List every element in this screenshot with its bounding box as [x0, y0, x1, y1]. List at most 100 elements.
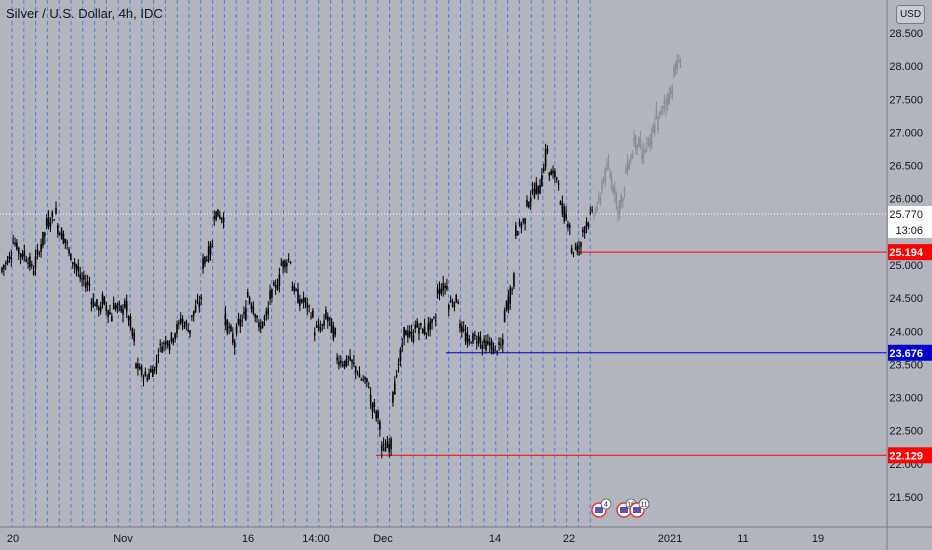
price-labels: 25.770 13:06 25.194 23.676 22.129 — [888, 205, 932, 464]
candle-body — [345, 358, 348, 367]
candle-body — [347, 357, 350, 359]
candle-body — [397, 363, 400, 366]
candle-body — [144, 371, 147, 377]
economic-event-flag-icon[interactable]: 11 — [629, 498, 650, 518]
candle-body — [161, 346, 163, 353]
candle-body — [109, 311, 111, 315]
economic-event-flag-icon[interactable]: 16 — [616, 498, 637, 518]
projection-body — [668, 93, 670, 105]
candle-body — [408, 331, 411, 337]
projection-body — [657, 116, 659, 130]
candle-body — [330, 318, 333, 333]
candle-body — [192, 310, 195, 316]
candle-body — [183, 324, 186, 328]
time-tick-label: Dec — [373, 533, 393, 545]
candle-body — [410, 332, 413, 334]
candle-body — [472, 333, 474, 343]
candle-body — [259, 326, 262, 329]
currency-button[interactable]: USD — [896, 5, 925, 24]
candle-body — [62, 233, 65, 244]
projection-body — [676, 61, 678, 70]
candle-body — [567, 223, 569, 228]
candle-body — [98, 307, 100, 311]
candle-body — [548, 172, 551, 176]
candle-body — [500, 344, 502, 346]
candle-body — [280, 263, 283, 266]
candle-body — [524, 218, 526, 224]
candle-body — [427, 323, 430, 332]
price-tick-label: 25.000 — [889, 260, 923, 272]
candle-body — [433, 317, 435, 319]
candle-body — [535, 182, 538, 194]
candle-body — [479, 336, 482, 342]
candle-body — [246, 291, 249, 297]
candle-body — [155, 362, 158, 368]
candle-body — [557, 183, 560, 185]
candle-body — [351, 359, 353, 363]
candle-body — [265, 310, 268, 316]
economic-event-flag-icon[interactable]: 4 — [591, 498, 612, 518]
candle-body — [464, 332, 467, 342]
projection-body — [617, 210, 619, 215]
candle-body — [235, 325, 238, 334]
plot-area[interactable] — [0, 0, 887, 527]
countdown-value: 13:06 — [895, 225, 923, 237]
candle-body — [461, 326, 463, 332]
candle-body — [269, 290, 271, 300]
svg-text:25.194: 25.194 — [889, 247, 924, 259]
candle-body — [295, 289, 297, 291]
candle-body — [122, 308, 124, 315]
price-tick-label: 24.500 — [889, 293, 923, 305]
projection-body — [601, 182, 603, 191]
candle-body — [107, 310, 109, 318]
price-tick-label: 28.500 — [889, 28, 923, 40]
candle-body — [179, 318, 182, 324]
candle-body — [278, 274, 281, 287]
candle-body — [137, 363, 139, 369]
candle-body — [293, 286, 296, 292]
price-tick-label: 27.000 — [889, 127, 923, 139]
candle-body — [541, 175, 543, 187]
candle-body — [546, 147, 549, 152]
candle-body — [321, 324, 324, 326]
projection-body — [602, 180, 605, 182]
price-tick-label: 23.500 — [889, 359, 923, 371]
candle-body — [77, 266, 80, 272]
candle-body — [481, 344, 484, 350]
price-tick-label: 27.500 — [889, 94, 923, 106]
candle-body — [503, 309, 506, 322]
price-tick-label: 24.000 — [889, 326, 923, 338]
price-tick-label: 28.000 — [889, 61, 923, 73]
candle-body — [284, 260, 286, 268]
candle-body — [153, 367, 156, 372]
candle-body — [217, 209, 219, 217]
projection-body — [670, 87, 672, 95]
candle-body — [323, 320, 325, 326]
candle-body — [45, 218, 48, 226]
candle-body — [552, 170, 554, 174]
candle-body — [44, 232, 46, 237]
candle-body — [88, 283, 91, 286]
candle-body — [83, 275, 85, 280]
candle-body — [172, 338, 175, 343]
candle-body — [386, 441, 389, 448]
current-price-label: 25.770 13:06 — [888, 205, 932, 238]
candle-body — [412, 335, 415, 342]
candle-body — [336, 357, 338, 361]
candle-body — [444, 285, 446, 289]
candle-body — [99, 306, 102, 312]
candle-body — [51, 211, 54, 217]
candle-body — [395, 375, 398, 377]
candle-body — [457, 301, 459, 304]
candle-body — [373, 401, 376, 407]
price-line-label: 22.129 — [888, 447, 932, 464]
projection-body — [596, 206, 598, 210]
candle-body — [151, 369, 154, 378]
candle-body — [555, 177, 558, 180]
candle-body — [366, 378, 368, 383]
candle-body — [96, 299, 98, 307]
projection-body — [644, 151, 646, 153]
projection-body — [665, 106, 667, 108]
candle-body — [559, 201, 562, 205]
